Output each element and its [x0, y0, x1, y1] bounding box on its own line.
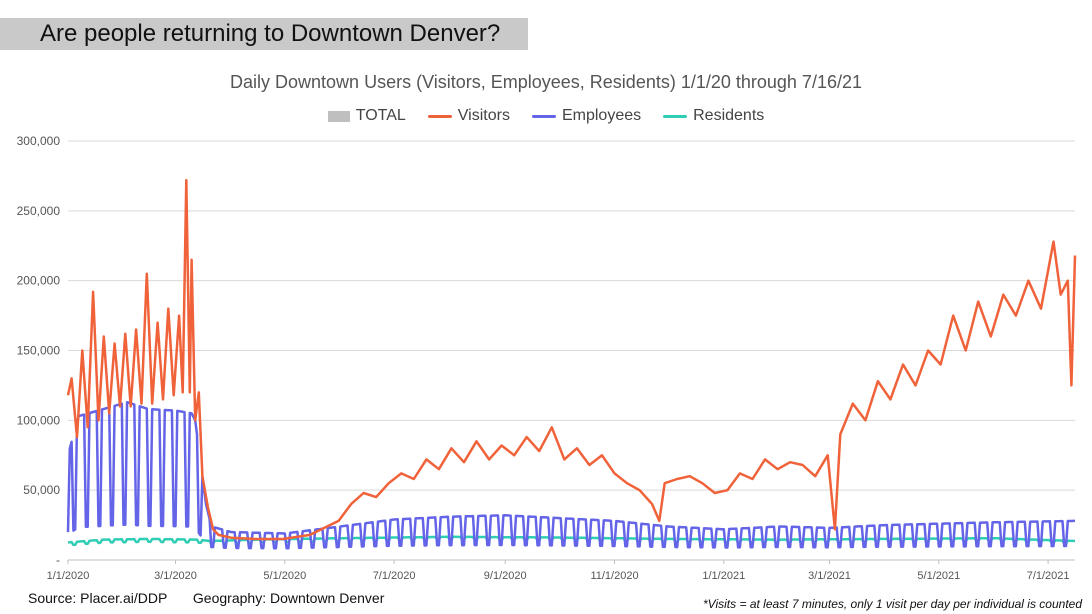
- x-tick-label: 11/1/2020: [590, 570, 638, 582]
- legend-swatch-visitors: [427, 114, 452, 118]
- x-tick-label: 3/1/2020: [154, 570, 197, 582]
- x-tick-label: 1/1/2020: [47, 570, 90, 582]
- legend-swatch-employees: [531, 114, 556, 118]
- source-note: Source: Placer.ai/DDP: [28, 590, 168, 606]
- series-line-residents: [67, 535, 1076, 547]
- legend-item-employees: Employees: [531, 107, 642, 125]
- legend-item-visitors: Visitors: [427, 107, 510, 125]
- legend-label-visitors: Visitors: [457, 107, 510, 124]
- series-line-visitors: [66, 178, 1077, 541]
- x-tick-label: 1/1/2021: [702, 570, 745, 582]
- legend-swatch-total: [327, 110, 350, 122]
- legend-label-employees: Employees: [561, 107, 642, 124]
- x-tick-label: 7/1/2021: [1027, 570, 1070, 582]
- page-title: Are people returning to Downtown Denver?: [40, 20, 501, 47]
- x-tick-label: 3/1/2021: [808, 570, 851, 582]
- chart-title: Daily Downtown Users (Visitors, Employee…: [230, 72, 862, 92]
- x-tick-label: 5/1/2021: [917, 570, 960, 582]
- x-tick-label: 5/1/2020: [263, 570, 306, 582]
- legend-item-total: TOTAL: [327, 107, 406, 125]
- y-tick-label: -: [56, 553, 60, 567]
- y-tick-label: 50,000: [23, 483, 60, 497]
- geography-note: Geography: Downtown Denver: [192, 590, 385, 606]
- legend-label-residents: Residents: [693, 107, 765, 124]
- series-line-employees: [66, 400, 1075, 550]
- legend-label-total: TOTAL: [355, 107, 406, 124]
- y-tick-label: 250,000: [17, 204, 61, 218]
- chart-legend: TOTAL Visitors Employees Residents: [0, 107, 1092, 125]
- x-tick-label: 9/1/2020: [484, 570, 527, 582]
- title-banner: [0, 18, 528, 50]
- y-tick-label: 200,000: [17, 274, 61, 288]
- y-tick-label: 100,000: [17, 413, 61, 427]
- legend-swatch-residents: [663, 114, 688, 118]
- legend-item-residents: Residents: [663, 107, 764, 125]
- y-tick-label: 150,000: [17, 344, 61, 358]
- footnote: *Visits = at least 7 minutes, only 1 vis…: [703, 597, 1082, 611]
- y-tick-label: 300,000: [17, 134, 61, 148]
- x-tick-label: 7/1/2020: [373, 570, 416, 582]
- chart-footer: Source: Placer.ai/DDP Geography: Downtow…: [28, 590, 384, 606]
